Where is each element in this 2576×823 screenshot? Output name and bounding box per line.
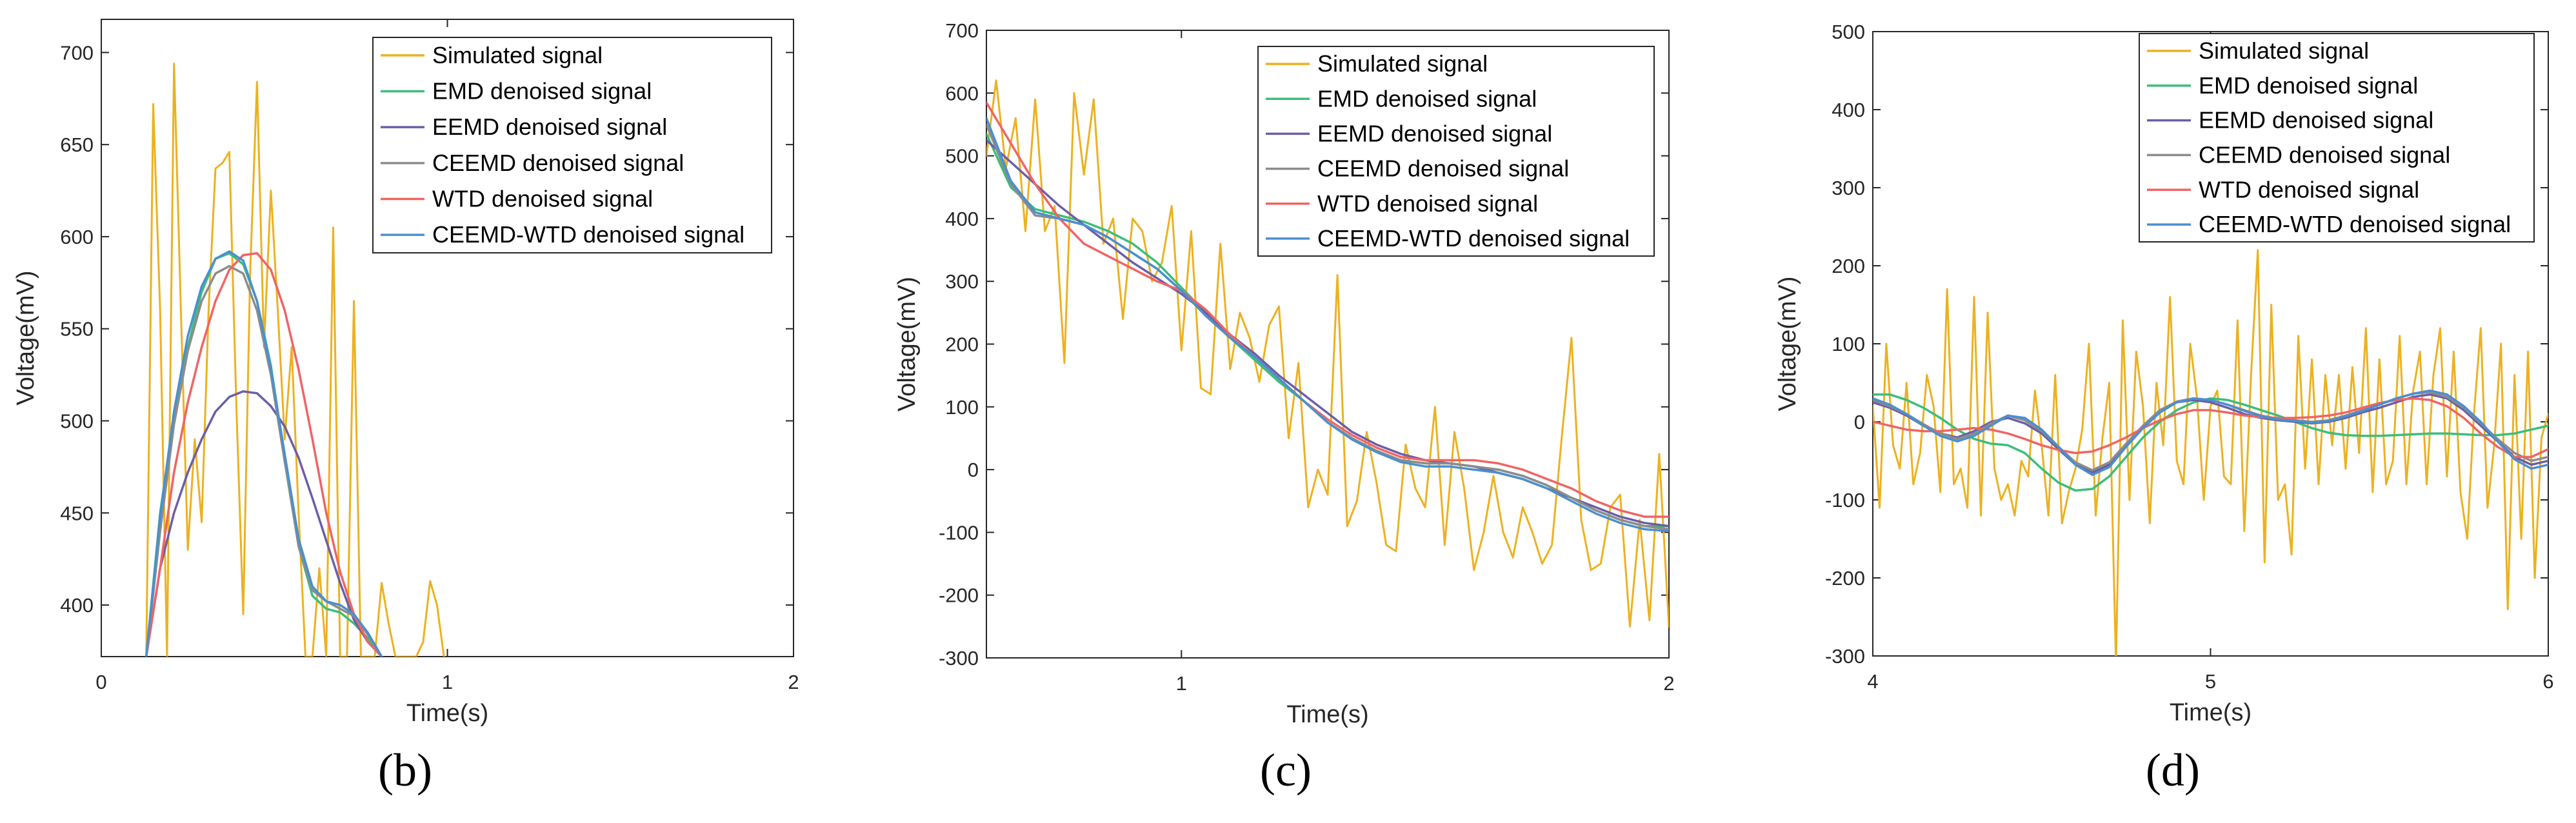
legend-label-ceemd_wtd: CEEMD-WTD denoised signal	[1317, 225, 1630, 252]
legend-label-ceemd: CEEMD denoised signal	[432, 150, 684, 176]
chart-panel-2: 4 5 6 -300 -200 -100 0 100 200 300 400 500 Time(s) Vo…	[1774, 21, 2554, 796]
legend-label-simulated: Simulated signal	[1317, 50, 1488, 77]
x-tick-label: 0	[95, 671, 106, 693]
y-tick-label: -100	[1825, 489, 1865, 511]
series-group	[1873, 249, 2548, 656]
legend-label-wtd: WTD denoised signal	[1317, 190, 1538, 217]
series-line-ceemd_wtd	[145, 250, 384, 657]
legend-label-simulated: Simulated signal	[2199, 37, 2369, 64]
legend-label-simulated: Simulated signal	[432, 42, 603, 68]
chart-panel-0: 0 1 2 400 450 500 550 600 650 700 Time(s) Voltage(m…	[12, 19, 799, 796]
series-line-wtd	[145, 252, 384, 657]
legend-label-wtd: WTD denoised signal	[2199, 176, 2419, 203]
panel-label: (b)	[378, 744, 432, 796]
series-line-ceemd_wtd	[1873, 389, 2548, 477]
legend-label-ceemd_wtd: CEEMD-WTD denoised signal	[2199, 211, 2511, 237]
y-tick-label: 700	[60, 41, 94, 64]
x-axis-label: Time(s)	[2170, 699, 2252, 726]
legend-box	[2139, 33, 2535, 243]
y-tick-label: 600	[945, 82, 979, 104]
legend-label-emd: EMD denoised signal	[432, 78, 652, 104]
x-axis-label: Time(s)	[1286, 701, 1368, 728]
y-tick-label: -200	[939, 584, 979, 607]
y-tick-label: 200	[945, 333, 979, 356]
y-tick-label: 650	[60, 134, 94, 156]
y-tick-label: 700	[945, 19, 979, 42]
x-tick-label: 1	[442, 671, 453, 693]
x-axis-label: Time(s)	[406, 700, 488, 727]
y-tick-label: 500	[945, 145, 979, 168]
legend-label-ceemd_wtd: CEEMD-WTD denoised signal	[432, 221, 744, 248]
y-tick-label: 100	[1832, 333, 1865, 355]
y-tick-label: 600	[60, 226, 94, 248]
legend: Simulated signal EMD denoised signal EEMD …	[2139, 33, 2535, 243]
legend-box	[1257, 46, 1655, 257]
series-line-simulated	[1873, 249, 2548, 656]
y-tick-label: 400	[945, 208, 979, 230]
y-tick-label: 0	[1854, 411, 1865, 433]
series-line-emd	[1873, 393, 2548, 492]
y-axis-label: Voltage(mV)	[12, 270, 39, 405]
y-tick-label: -100	[939, 521, 979, 544]
y-tick-label: 450	[60, 502, 94, 524]
y-tick-label: 550	[60, 318, 94, 341]
legend-label-emd: EMD denoised signal	[1317, 85, 1537, 112]
x-tick-label: 2	[788, 671, 799, 693]
legend: Simulated signal EMD denoised signal EEMD …	[1257, 46, 1655, 257]
series-group	[986, 79, 1669, 628]
legend-label-ceemd: CEEMD denoised signal	[1317, 155, 1569, 182]
legend-box	[372, 37, 772, 253]
chart-panel-1: 1 2 -300 -200 -100 0 100 200 300 400 500 600 700 Time…	[894, 19, 1675, 796]
y-tick-label: 400	[60, 594, 94, 617]
y-tick-label: 300	[945, 270, 979, 293]
legend-label-eemd: EEMD denoised signal	[432, 114, 667, 140]
series-line-emd	[145, 252, 384, 657]
y-tick-label: 100	[945, 396, 979, 419]
y-tick-label: -300	[1825, 645, 1865, 668]
y-axis-label: Voltage(mV)	[894, 277, 921, 411]
y-tick-label: 500	[1832, 21, 1865, 43]
legend-label-eemd: EEMD denoised signal	[1317, 120, 1552, 146]
series-line-ceemd_wtd	[986, 117, 1669, 533]
y-tick-label: 300	[1832, 177, 1865, 199]
x-tick-label: 2	[1663, 672, 1674, 695]
y-tick-label: 200	[1832, 255, 1865, 277]
x-tick-label: 5	[2205, 670, 2216, 693]
panel-label: (d)	[2146, 744, 2200, 796]
legend: Simulated signal EMD denoised signal EEMD …	[372, 37, 772, 253]
y-tick-label: 0	[968, 459, 979, 481]
y-tick-label: -200	[1825, 567, 1865, 590]
series-group	[145, 63, 445, 657]
legend-label-emd: EMD denoised signal	[2199, 72, 2418, 99]
y-tick-label: 500	[60, 410, 94, 432]
legend-label-eemd: EEMD denoised signal	[2199, 107, 2433, 134]
y-tick-label: -300	[939, 647, 979, 669]
series-line-wtd	[986, 101, 1669, 518]
x-tick-label: 6	[2542, 670, 2553, 693]
panel-label: (c)	[1260, 744, 1312, 796]
x-tick-label: 4	[1867, 670, 1878, 693]
legend-label-wtd: WTD denoised signal	[432, 186, 653, 212]
series-line-eemd	[145, 390, 384, 657]
series-line-eemd	[1873, 393, 2548, 474]
y-tick-label: 400	[1832, 99, 1865, 121]
series-line-simulated	[986, 79, 1669, 628]
x-tick-label: 1	[1176, 672, 1187, 695]
y-axis-label: Voltage(mV)	[1774, 276, 1801, 411]
legend-label-ceemd: CEEMD denoised signal	[2199, 141, 2450, 168]
